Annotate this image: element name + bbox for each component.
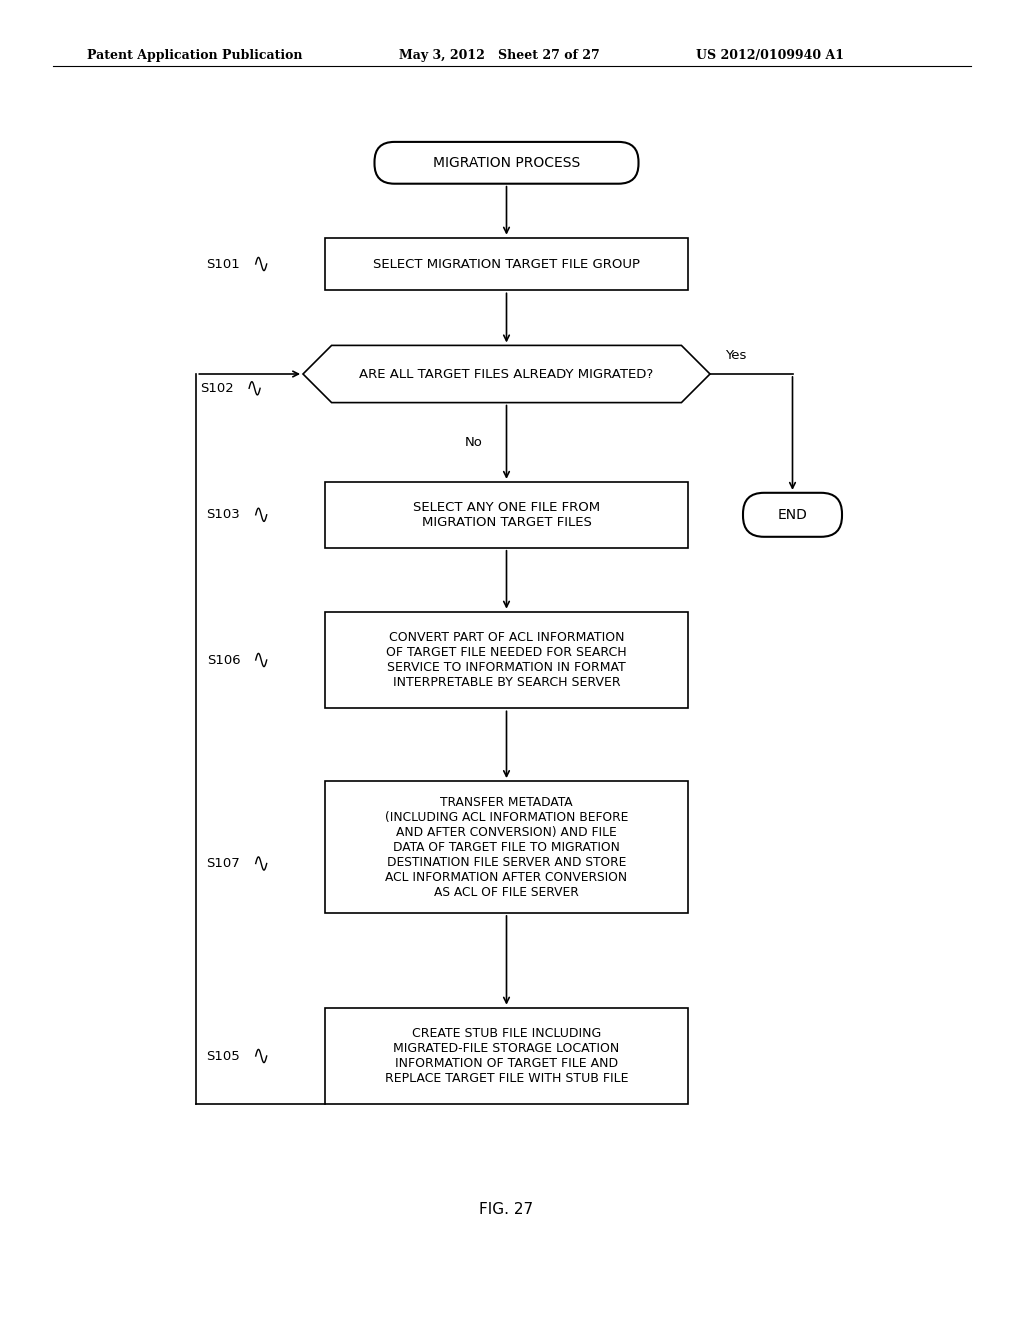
- Text: MIGRATION PROCESS: MIGRATION PROCESS: [433, 156, 581, 170]
- Text: No: No: [465, 436, 482, 449]
- Text: US 2012/0109940 A1: US 2012/0109940 A1: [696, 49, 845, 62]
- Text: S106: S106: [207, 653, 241, 667]
- Polygon shape: [303, 346, 710, 403]
- Text: SELECT ANY ONE FILE FROM
MIGRATION TARGET FILES: SELECT ANY ONE FILE FROM MIGRATION TARGE…: [413, 500, 600, 529]
- Text: CONVERT PART OF ACL INFORMATION
OF TARGET FILE NEEDED FOR SEARCH
SERVICE TO INFO: CONVERT PART OF ACL INFORMATION OF TARGE…: [386, 631, 627, 689]
- Bar: [325, 1007, 688, 1105]
- Text: S107: S107: [207, 857, 241, 870]
- Bar: [325, 482, 688, 548]
- Text: Patent Application Publication: Patent Application Publication: [87, 49, 302, 62]
- Text: TRANSFER METADATA
(INCLUDING ACL INFORMATION BEFORE
AND AFTER CONVERSION) AND FI: TRANSFER METADATA (INCLUDING ACL INFORMA…: [385, 796, 628, 899]
- Text: SELECT MIGRATION TARGET FILE GROUP: SELECT MIGRATION TARGET FILE GROUP: [373, 257, 640, 271]
- Text: Yes: Yes: [725, 348, 746, 362]
- Text: ARE ALL TARGET FILES ALREADY MIGRATED?: ARE ALL TARGET FILES ALREADY MIGRATED?: [359, 367, 653, 380]
- FancyBboxPatch shape: [743, 492, 842, 537]
- Text: END: END: [777, 508, 808, 521]
- Bar: [325, 611, 688, 709]
- FancyBboxPatch shape: [375, 143, 639, 183]
- Bar: [325, 238, 688, 290]
- Text: CREATE STUB FILE INCLUDING
MIGRATED-FILE STORAGE LOCATION
INFORMATION OF TARGET : CREATE STUB FILE INCLUDING MIGRATED-FILE…: [385, 1027, 629, 1085]
- Text: S105: S105: [207, 1049, 241, 1063]
- Text: S103: S103: [207, 508, 241, 521]
- Text: S102: S102: [200, 381, 233, 395]
- Text: FIG. 27: FIG. 27: [479, 1203, 534, 1217]
- Text: S101: S101: [207, 257, 241, 271]
- Bar: [325, 781, 688, 913]
- Text: May 3, 2012   Sheet 27 of 27: May 3, 2012 Sheet 27 of 27: [399, 49, 600, 62]
